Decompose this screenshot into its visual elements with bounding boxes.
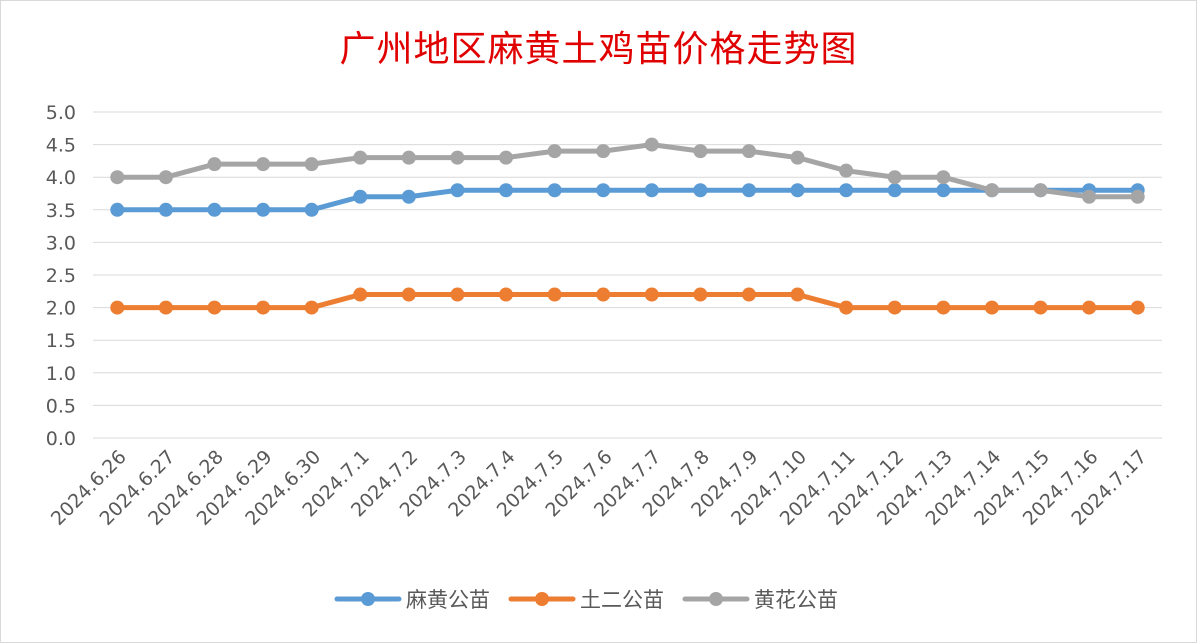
data-point [741,144,756,159]
data-point [693,144,708,159]
legend-swatch-marker [535,592,549,606]
data-point [499,150,514,165]
data-point [693,287,708,302]
data-point [401,287,416,302]
data-point [984,183,999,198]
data-point [936,183,951,198]
y-tick-label: 0.0 [46,428,76,450]
legend-label: 土二公苗 [580,588,664,612]
series-1 [110,183,1145,217]
data-point [839,163,854,178]
data-point [353,150,368,165]
data-point [304,300,319,315]
data-point [790,287,805,302]
data-point [450,150,465,165]
data-point [256,300,271,315]
data-point [353,287,368,302]
data-point [887,300,902,315]
gridlines [93,111,1162,439]
data-point [1033,300,1048,315]
legend-label: 黄花公苗 [754,588,838,612]
data-point [401,150,416,165]
y-tick-label: 3.5 [46,200,76,222]
data-point [1033,183,1048,198]
data-point [644,183,659,198]
data-point [547,144,562,159]
data-point [304,202,319,217]
data-point [1130,300,1145,315]
data-point [353,189,368,204]
data-point [158,170,173,185]
y-tick-label: 4.0 [46,167,76,189]
legend-swatch-marker [709,592,723,606]
data-point [304,157,319,172]
data-point [936,170,951,185]
data-point [839,300,854,315]
data-point [1082,189,1097,204]
y-tick-label: 4.5 [46,135,76,157]
data-point [644,137,659,152]
y-tick-label: 1.5 [46,330,76,352]
data-point [207,300,222,315]
data-point [158,202,173,217]
data-point [887,183,902,198]
data-point [110,300,125,315]
data-point [644,287,659,302]
data-point [1130,189,1145,204]
data-point [984,300,999,315]
data-point [741,183,756,198]
series-line [114,187,1141,213]
y-tick-label: 1.0 [46,363,76,385]
data-point [936,300,951,315]
x-axis-tick-labels: 2024.6.262024.6.272024.6.282024.6.292024… [47,446,1151,530]
legend-label: 麻黄公苗 [406,588,490,612]
data-point [256,157,271,172]
y-tick-label: 2.0 [46,298,76,320]
data-point [450,287,465,302]
data-point [499,287,514,302]
data-point [110,170,125,185]
data-point [158,300,173,315]
data-point [450,183,465,198]
series-line [114,142,1141,200]
data-point [207,202,222,217]
data-point [401,189,416,204]
data-point [693,183,708,198]
data-point [887,170,902,185]
data-point [596,144,611,159]
legend: 麻黄公苗 土二公苗 黄花公苗 [334,588,838,612]
data-point [596,183,611,198]
data-point [839,183,854,198]
data-point [790,183,805,198]
data-point [790,150,805,165]
data-point [596,287,611,302]
data-point [741,287,756,302]
y-tick-label: 5.0 [46,102,76,124]
data-point [256,202,271,217]
y-tick-label: 3.0 [46,232,76,254]
chart-title: 广州地区麻黄土鸡苗价格走势图 [339,29,858,70]
y-axis-tick-labels: 0.0 0.5 1.0 1.5 2.0 2.5 3.0 3.5 4.0 4.5 5.0 [46,102,76,450]
data-point [547,287,562,302]
series-3 [110,137,1145,204]
data-point [207,157,222,172]
data-point [547,183,562,198]
data-point [1082,300,1097,315]
y-tick-label: 0.5 [46,395,76,417]
legend-swatch-marker [361,592,375,606]
series-2 [110,287,1145,315]
y-tick-label: 2.5 [46,265,76,287]
series-line [114,292,1141,311]
data-point [499,183,514,198]
data-point [110,202,125,217]
